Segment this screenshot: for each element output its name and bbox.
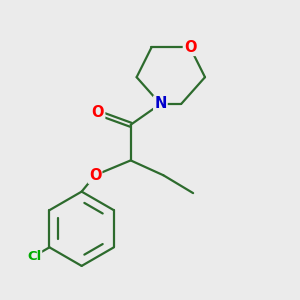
Text: O: O [92,105,104,120]
Text: Cl: Cl [27,250,41,263]
Text: N: N [154,96,167,111]
Text: O: O [184,40,197,55]
Text: O: O [89,168,101,183]
